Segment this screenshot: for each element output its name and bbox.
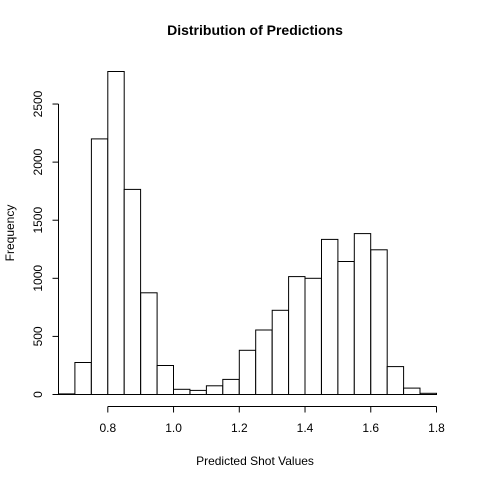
histogram-bar (321, 238, 339, 395)
x-tick-label: 0.8 (99, 421, 116, 435)
histogram-bar (140, 292, 158, 395)
histogram-bar (353, 233, 372, 395)
histogram-bar (74, 362, 92, 395)
histogram-bar (271, 309, 290, 395)
histogram-bar (156, 365, 175, 395)
x-axis-label: Predicted Shot Values (196, 454, 314, 468)
histogram-bar (58, 393, 76, 395)
x-tick-label: 1.4 (297, 421, 314, 435)
y-tick-label: 0 (31, 391, 45, 398)
y-axis-label: Frequency (3, 205, 17, 262)
histogram-bar (107, 71, 125, 395)
histogram-bar (288, 276, 306, 396)
chart-title: Distribution of Predictions (167, 22, 343, 38)
x-tick-label: 1.0 (165, 421, 182, 435)
histogram-bar (304, 277, 322, 395)
histogram-bar (419, 392, 438, 395)
histogram-bar (123, 188, 142, 395)
histogram-bar (238, 349, 257, 395)
histogram-bar (255, 329, 273, 395)
histogram-bar (370, 249, 388, 395)
histogram-bar (189, 389, 207, 395)
bars-group (58, 71, 438, 396)
histogram-bar (205, 385, 224, 395)
y-tick-label: 2000 (31, 148, 45, 175)
y-tick-label: 2500 (31, 90, 45, 117)
histogram-bar (173, 388, 191, 395)
y-tick-label: 1000 (31, 265, 45, 292)
x-tick-label: 1.6 (362, 421, 379, 435)
histogram-bar (386, 366, 405, 396)
y-tick-label: 500 (31, 326, 45, 346)
histogram-bar (90, 138, 109, 395)
x-tick-label: 1.2 (231, 421, 248, 435)
x-axis: 0.8 1.0 1.2 1.4 1.6 1.8 (99, 406, 445, 435)
y-axis: 0 500 1000 1500 2000 2500 (31, 90, 59, 398)
x-tick-label: 1.8 (428, 421, 445, 435)
histogram-bar (222, 378, 240, 395)
y-tick-label: 1500 (31, 207, 45, 234)
histogram-bar (337, 261, 355, 395)
histogram-bar (403, 387, 421, 396)
